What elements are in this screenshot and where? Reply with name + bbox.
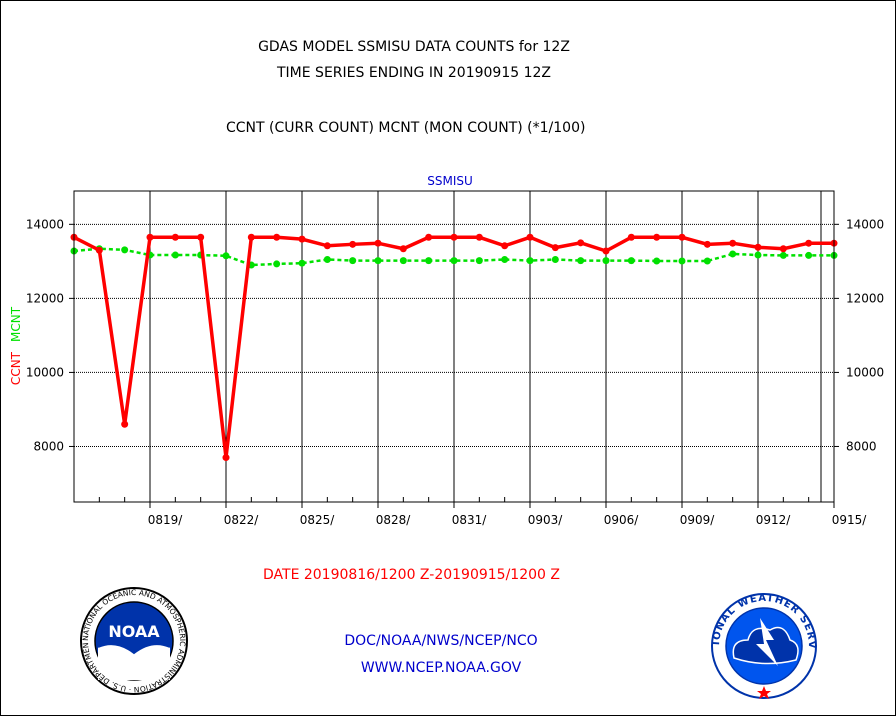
data-point-mcnt: [627, 257, 635, 265]
data-point-mcnt: [171, 251, 179, 259]
data-point-mcnt: [475, 257, 483, 265]
data-point-ccnt: [653, 233, 661, 241]
y-tick-label-right: 10000: [846, 365, 884, 379]
y-tick-label-right: 14000: [846, 217, 884, 231]
y-tick-label-left: 14000: [26, 217, 64, 231]
data-point-mcnt: [805, 251, 813, 259]
data-point-mcnt: [425, 257, 433, 265]
data-point-ccnt: [678, 233, 686, 241]
y-tick-label-left: 12000: [26, 291, 64, 305]
data-point-ccnt: [222, 454, 230, 462]
data-point-mcnt: [501, 255, 509, 263]
y-tick-label-right: 8000: [846, 439, 877, 453]
x-tick-label: 0912/: [756, 513, 792, 527]
data-point-mcnt: [526, 257, 534, 265]
data-point-ccnt: [146, 233, 154, 241]
data-point-ccnt: [171, 233, 179, 241]
data-point-ccnt: [754, 243, 762, 251]
y-tick-label-right: 12000: [846, 291, 884, 305]
data-point-ccnt: [602, 247, 610, 255]
plot-label: SSMISU: [427, 174, 473, 188]
data-point-mcnt: [298, 259, 306, 267]
x-tick-label: 0915/: [832, 513, 868, 527]
data-point-mcnt: [577, 257, 585, 265]
data-point-ccnt: [577, 239, 585, 247]
url-label: WWW.NCEP.NOAA.GOV: [360, 660, 522, 676]
x-tick-label: 0906/: [604, 513, 640, 527]
chart-subtitle: CCNT (CURR COUNT) MCNT (MON COUNT) (*1/1…: [226, 120, 586, 136]
x-tick-label: 0909/: [680, 513, 716, 527]
data-point-ccnt: [323, 242, 331, 250]
data-point-ccnt: [349, 240, 357, 248]
data-point-ccnt: [475, 233, 483, 241]
y-tick-label-left: 8000: [33, 439, 64, 453]
data-point-mcnt: [602, 257, 610, 265]
data-point-mcnt: [779, 251, 787, 259]
noaa-logo: NOAA NATIONAL OCEANIC AND ATMOSPHERIC AD…: [80, 587, 188, 695]
data-point-mcnt: [121, 246, 129, 254]
y-tick-label-left: 10000: [26, 365, 64, 379]
axes: 8000 8000 10000 10000 12000 12000 14000 14000 08…: [26, 217, 884, 527]
data-point-ccnt: [501, 242, 509, 250]
data-point-mcnt: [703, 257, 711, 265]
y-axis-label: CCNT MCNT: [9, 306, 23, 385]
y-axis-label-ccnt: CCNT: [9, 351, 23, 385]
x-tick-label: 0819/: [148, 513, 184, 527]
x-tick-label: 0828/: [376, 513, 412, 527]
data-point-ccnt: [425, 233, 433, 241]
data-point-mcnt: [551, 255, 559, 263]
data-point-ccnt: [247, 233, 255, 241]
data-point-mcnt: [678, 257, 686, 265]
noaa-bird-shape: [98, 644, 170, 680]
data-point-ccnt: [197, 233, 205, 241]
data-point-mcnt: [653, 257, 661, 265]
data-point-mcnt: [323, 255, 331, 263]
data-point-ccnt: [298, 235, 306, 243]
data-point-ccnt: [627, 233, 635, 241]
x-tick-label: 0903/: [528, 513, 564, 527]
x-tick-label: 0822/: [224, 513, 260, 527]
data-point-ccnt: [779, 245, 787, 253]
nws-logo: NATIONAL WEATHER SERVICE: [711, 593, 817, 699]
data-point-ccnt: [121, 420, 129, 428]
data-point-ccnt: [273, 233, 281, 241]
x-tick-label: 0825/: [300, 513, 336, 527]
nws-star-icon: [757, 686, 771, 699]
data-point-mcnt: [374, 257, 382, 265]
data-point-mcnt: [349, 257, 357, 265]
data-point-mcnt: [273, 260, 281, 268]
data-point-ccnt: [729, 239, 737, 247]
series-group: [70, 233, 838, 462]
data-point-ccnt: [805, 239, 813, 247]
data-point-mcnt: [450, 257, 458, 265]
data-point-mcnt: [399, 257, 407, 265]
y-axis-label-mcnt: MCNT: [9, 306, 23, 342]
data-point-ccnt: [95, 246, 103, 254]
noaa-logo-text: NOAA: [108, 622, 160, 641]
data-point-ccnt: [374, 239, 382, 247]
chart-title-line1: GDAS MODEL SSMISU DATA COUNTS for 12Z: [258, 39, 570, 55]
data-point-ccnt: [551, 244, 559, 252]
data-point-mcnt: [222, 252, 230, 260]
data-point-ccnt: [703, 240, 711, 248]
date-range-label: DATE 20190816/1200 Z-20190915/1200 Z: [263, 567, 560, 583]
data-point-ccnt: [526, 233, 534, 241]
data-point-ccnt: [450, 233, 458, 241]
data-point-mcnt: [754, 251, 762, 259]
data-point-ccnt: [399, 245, 407, 253]
chart-title-line2: TIME SERIES ENDING IN 20190915 12Z: [277, 65, 551, 81]
org-label: DOC/NOAA/NWS/NCEP/NCO: [344, 633, 538, 649]
data-point-mcnt: [729, 250, 737, 258]
x-tick-label: 0831/: [452, 513, 488, 527]
